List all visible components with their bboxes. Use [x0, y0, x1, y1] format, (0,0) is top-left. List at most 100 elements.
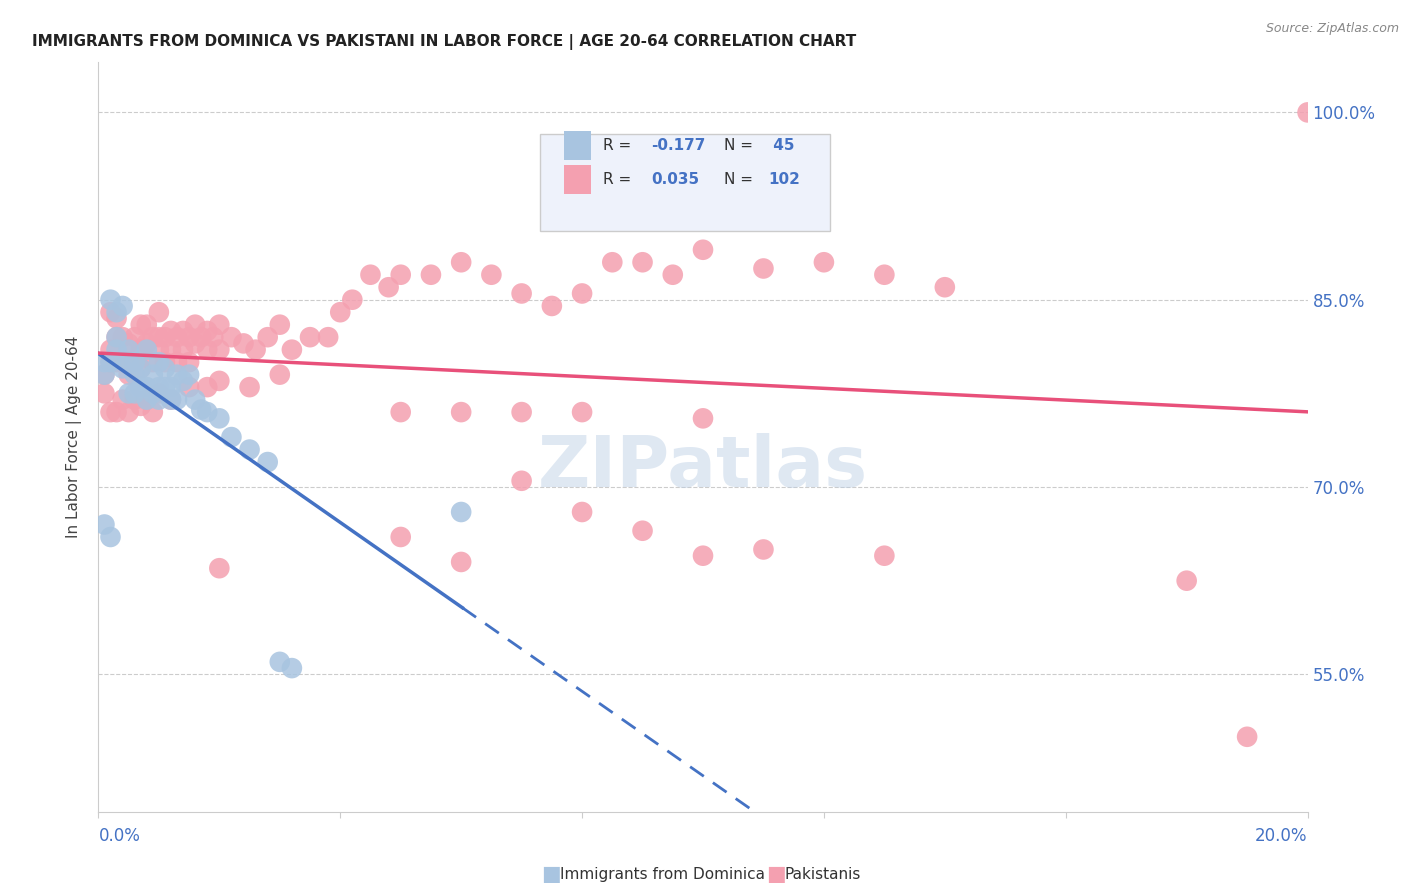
- Point: [142, 355, 165, 369]
- Text: Source: ZipAtlas.com: Source: ZipAtlas.com: [1265, 22, 1399, 36]
- Text: 0.035: 0.035: [651, 172, 699, 186]
- Text: Immigrants from Dominica: Immigrants from Dominica: [560, 867, 765, 881]
- Point: [179, 330, 201, 344]
- Y-axis label: In Labor Force | Age 20-64: In Labor Force | Age 20-64: [66, 336, 83, 538]
- Point: [299, 330, 322, 344]
- Point: [631, 255, 654, 269]
- Point: [873, 268, 896, 282]
- Text: R =: R =: [603, 138, 636, 153]
- Point: [118, 386, 141, 401]
- Point: [1236, 730, 1258, 744]
- Point: [135, 380, 157, 394]
- Point: [153, 330, 176, 344]
- Point: [172, 374, 194, 388]
- Point: [100, 305, 122, 319]
- Point: [195, 343, 218, 357]
- Point: [142, 330, 165, 344]
- Text: ■: ■: [541, 864, 561, 884]
- Point: [256, 330, 278, 344]
- Point: [692, 243, 714, 257]
- Text: R =: R =: [603, 172, 636, 186]
- Point: [129, 399, 152, 413]
- Point: [179, 368, 201, 382]
- Point: [118, 343, 141, 357]
- Point: [752, 261, 775, 276]
- Point: [129, 361, 152, 376]
- Point: [105, 311, 128, 326]
- Point: [692, 411, 714, 425]
- Point: [316, 330, 339, 344]
- Point: [166, 330, 188, 344]
- Point: [631, 524, 654, 538]
- Point: [100, 355, 122, 369]
- Point: [100, 530, 122, 544]
- Point: [179, 380, 201, 394]
- Point: [105, 330, 128, 344]
- Point: [208, 343, 231, 357]
- Point: [124, 355, 146, 369]
- Point: [118, 336, 141, 351]
- Point: [208, 561, 231, 575]
- Point: [148, 305, 170, 319]
- Point: [111, 361, 134, 376]
- Point: [100, 355, 122, 369]
- Point: [129, 318, 152, 332]
- Point: [239, 380, 262, 394]
- Point: [129, 343, 152, 357]
- Point: [118, 368, 141, 382]
- Point: [571, 405, 593, 419]
- Point: [208, 374, 231, 388]
- Point: [135, 392, 157, 407]
- Point: [179, 355, 201, 369]
- Point: [813, 255, 835, 269]
- Point: [111, 299, 134, 313]
- Point: [124, 368, 146, 382]
- Point: [93, 355, 115, 369]
- Point: [540, 299, 562, 313]
- Point: [602, 255, 624, 269]
- Point: [142, 405, 165, 419]
- Point: [481, 268, 503, 282]
- Point: [692, 549, 714, 563]
- Text: IMMIGRANTS FROM DOMINICA VS PAKISTANI IN LABOR FORCE | AGE 20-64 CORRELATION CHA: IMMIGRANTS FROM DOMINICA VS PAKISTANI IN…: [32, 34, 856, 50]
- Point: [450, 405, 472, 419]
- Point: [510, 474, 533, 488]
- Point: [510, 405, 533, 419]
- Point: [450, 555, 472, 569]
- Point: [135, 392, 157, 407]
- Point: [420, 268, 443, 282]
- Point: [105, 330, 128, 344]
- Point: [124, 355, 146, 369]
- Point: [389, 530, 412, 544]
- Point: [202, 330, 225, 344]
- Point: [221, 330, 243, 344]
- Point: [873, 549, 896, 563]
- Point: [148, 330, 170, 344]
- Point: [118, 355, 141, 369]
- Point: [100, 405, 122, 419]
- Point: [118, 405, 141, 419]
- Point: [389, 405, 412, 419]
- Point: [142, 386, 165, 401]
- Point: [166, 368, 188, 382]
- Point: [148, 386, 170, 401]
- Point: [105, 355, 128, 369]
- Point: [190, 402, 212, 417]
- Point: [100, 343, 122, 357]
- Point: [105, 305, 128, 319]
- Point: [93, 517, 115, 532]
- Text: ■: ■: [766, 864, 786, 884]
- Point: [124, 392, 146, 407]
- Point: [450, 255, 472, 269]
- Point: [160, 324, 183, 338]
- Point: [111, 355, 134, 369]
- Point: [148, 392, 170, 407]
- Point: [160, 392, 183, 407]
- Point: [221, 430, 243, 444]
- Point: [377, 280, 399, 294]
- Point: [129, 361, 152, 376]
- Point: [153, 355, 176, 369]
- Point: [184, 392, 207, 407]
- Text: 45: 45: [768, 138, 794, 153]
- Point: [93, 386, 115, 401]
